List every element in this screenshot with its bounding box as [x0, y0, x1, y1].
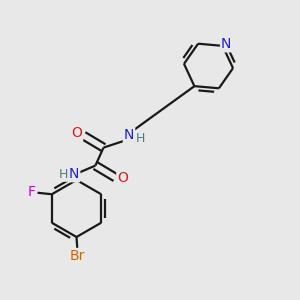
Text: O: O — [117, 172, 128, 185]
Text: H: H — [59, 168, 68, 181]
Text: N: N — [221, 37, 231, 51]
Text: H: H — [136, 132, 145, 146]
Text: F: F — [28, 185, 36, 199]
Text: O: O — [71, 127, 82, 140]
Text: N: N — [69, 167, 79, 181]
Text: Br: Br — [70, 249, 85, 263]
Text: N: N — [124, 128, 134, 142]
